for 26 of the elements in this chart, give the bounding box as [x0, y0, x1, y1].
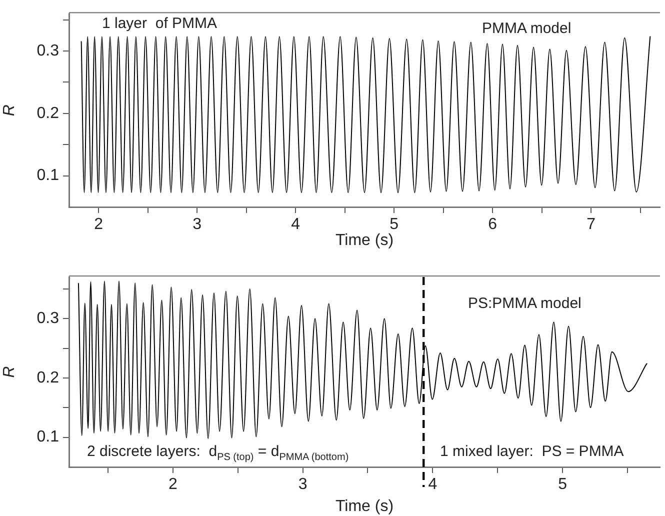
x-tick-label: 2: [168, 476, 178, 494]
annotation: PMMA model: [482, 20, 572, 38]
x-tick-label: 5: [558, 476, 568, 494]
x-tick-label: 3: [298, 476, 308, 494]
x-tick-label: 5: [390, 216, 399, 234]
annotation: 2 discrete layers: d$_{PS (top)}$ = d$_{PMMA (bottom)}$: [87, 443, 349, 465]
line-series: [80, 36, 651, 194]
y-tick-label: 0.1: [36, 428, 60, 446]
x-tick-label: 2: [94, 216, 104, 234]
y-tick-label: 0.2: [36, 104, 60, 122]
annotation: 1 mixed layer: PS = PMMA: [440, 443, 624, 461]
x-axis-title: Time (s): [335, 498, 394, 515]
y-axis-title: R: [1, 104, 18, 116]
x-tick-label: 7: [586, 216, 596, 234]
annotation: 1 layer of PMMA: [102, 15, 218, 33]
annotation: PS:PMMA model: [468, 295, 582, 313]
x-tick-label: 6: [488, 216, 498, 234]
y-tick-label: 0.3: [36, 42, 60, 60]
y-axis-title: R: [1, 366, 18, 378]
x-tick-label: 4: [291, 216, 300, 234]
x-tick-label: 3: [192, 216, 202, 234]
y-tick-label: 0.1: [36, 167, 60, 184]
y-tick-label: 0.3: [36, 310, 60, 327]
x-tick-label: 4: [428, 476, 438, 494]
y-tick-label: 0.2: [36, 369, 60, 386]
x-axis-title: Time (s): [335, 232, 394, 249]
